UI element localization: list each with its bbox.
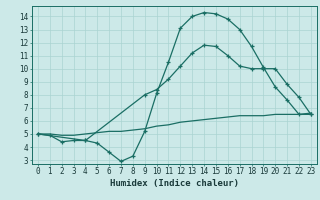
X-axis label: Humidex (Indice chaleur): Humidex (Indice chaleur) (110, 179, 239, 188)
